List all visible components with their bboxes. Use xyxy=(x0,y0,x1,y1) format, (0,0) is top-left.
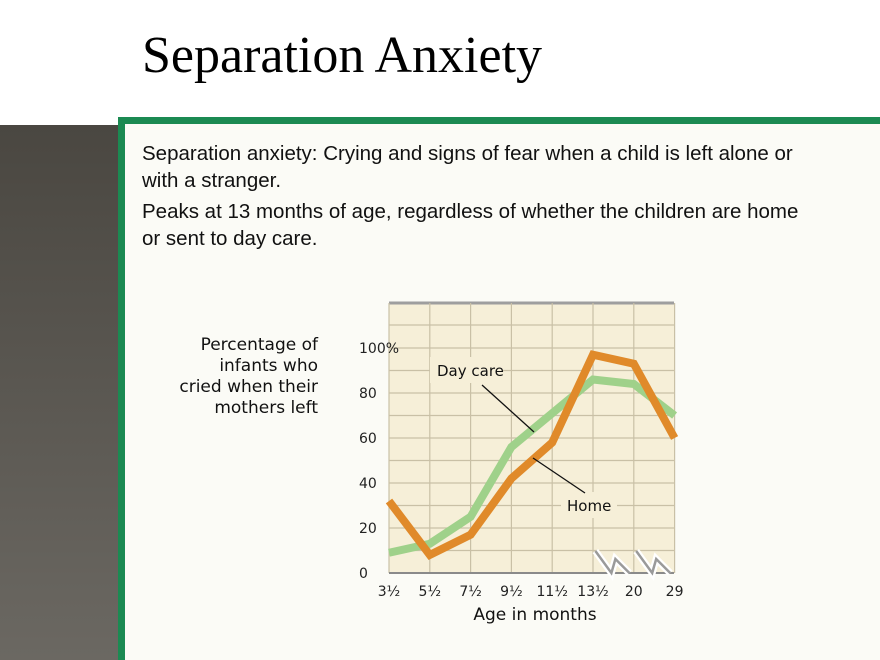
body-text: Separation anxiety: Crying and signs of … xyxy=(142,140,802,256)
title: Separation Anxiety xyxy=(142,27,543,84)
top-accent-rule xyxy=(122,117,880,124)
side-accent-rule xyxy=(118,117,125,660)
paragraph-definition: Separation anxiety: Crying and signs of … xyxy=(142,142,793,192)
side-bar xyxy=(0,125,118,660)
paragraph-peak: Peaks at 13 months of age, regardless of… xyxy=(142,200,799,250)
